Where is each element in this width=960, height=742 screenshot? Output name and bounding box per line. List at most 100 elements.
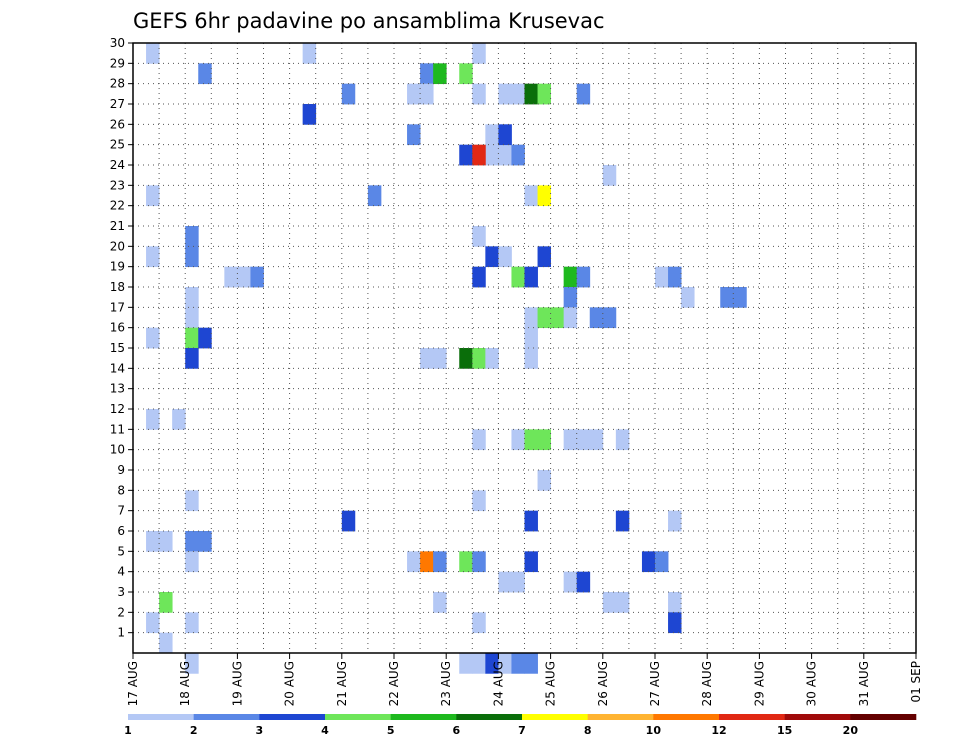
precip-cell <box>524 327 538 349</box>
y-tick-label: 1 <box>117 626 125 640</box>
precip-cell <box>185 226 199 247</box>
precip-cell <box>681 287 695 308</box>
precip-cell <box>576 429 591 451</box>
precip-cell <box>472 266 486 288</box>
y-tick-label: 4 <box>117 565 125 579</box>
precip-cell <box>367 185 382 207</box>
colorbar-label: 15 <box>777 724 792 737</box>
precip-cell <box>237 266 251 288</box>
precip-cell <box>185 348 199 369</box>
precip-cell <box>433 551 447 573</box>
precip-cell <box>563 266 578 288</box>
colorbar-swatch <box>653 714 720 720</box>
precip-cell <box>459 653 473 674</box>
x-tick-label: 23 AUG <box>439 661 453 706</box>
precip-cell <box>733 287 747 308</box>
precip-cell <box>498 653 512 674</box>
precip-cell <box>524 510 538 532</box>
y-tick-label: 22 <box>110 199 125 213</box>
x-tick-label: 26 AUG <box>596 661 610 706</box>
precip-cell <box>185 490 199 512</box>
colorbar-label: 3 <box>256 724 264 737</box>
precip-cell <box>433 592 447 613</box>
precip-cell <box>302 43 317 64</box>
colorbar-label: 5 <box>387 724 395 737</box>
y-tick-label: 19 <box>110 260 125 274</box>
precip-cell <box>589 307 604 329</box>
precip-cell <box>511 83 525 105</box>
precip-cell <box>576 266 591 288</box>
colorbar-swatch <box>587 714 654 720</box>
precip-cell <box>224 266 238 288</box>
x-tick-label: 22 AUG <box>387 661 401 706</box>
precip-cell <box>159 531 173 552</box>
precip-cell <box>498 571 512 593</box>
precip-cell <box>341 83 356 105</box>
precip-cell <box>498 246 512 268</box>
precip-cell <box>511 144 525 166</box>
y-tick-label: 28 <box>110 77 125 91</box>
y-tick-label: 21 <box>110 219 125 233</box>
y-tick-label: 30 <box>110 36 125 50</box>
precip-cell <box>198 327 212 349</box>
colorbar-swatch <box>456 714 523 720</box>
x-tick-label: 18 AUG <box>178 661 192 706</box>
precip-cell <box>407 551 421 573</box>
x-tick-label: 25 AUG <box>544 661 558 706</box>
precip-cell <box>146 409 160 430</box>
colorbar-swatch <box>719 714 785 720</box>
precip-cell <box>472 83 486 105</box>
precip-cell <box>420 63 434 85</box>
precip-cell <box>524 266 538 288</box>
precip-cell <box>524 429 538 451</box>
precip-cell <box>146 246 160 268</box>
y-tick-label: 6 <box>117 524 125 538</box>
x-tick-label: 01 SEP <box>909 661 923 703</box>
precip-cell <box>485 144 499 166</box>
precip-cell <box>524 185 538 207</box>
y-tick-label: 20 <box>110 239 125 253</box>
precip-cell <box>485 653 499 674</box>
precip-cell <box>250 266 264 288</box>
colorbar-label: 8 <box>584 724 592 737</box>
precip-cell <box>420 348 434 369</box>
precip-cell <box>537 83 551 105</box>
precip-cell <box>433 63 447 85</box>
precip-cell <box>185 612 199 634</box>
precip-cell <box>498 144 512 166</box>
precip-cell <box>655 266 669 288</box>
y-tick-label: 16 <box>110 321 125 335</box>
y-tick-label: 13 <box>110 382 125 396</box>
precip-cell <box>524 348 538 369</box>
colorbar-swatch <box>850 714 917 720</box>
precip-cell <box>185 246 199 268</box>
colorbar-swatch <box>259 714 326 720</box>
colorbar-label: 10 <box>646 724 662 737</box>
precip-cell <box>537 185 551 207</box>
y-tick-label: 17 <box>110 300 125 314</box>
precip-cell <box>159 592 173 613</box>
colorbar-swatch <box>193 714 260 720</box>
precip-cell <box>537 470 551 491</box>
precip-cell <box>485 124 499 146</box>
precip-cell <box>459 144 473 166</box>
precip-cell <box>198 531 212 552</box>
precip-cell <box>668 592 682 613</box>
precip-cell <box>472 612 486 634</box>
y-tick-label: 24 <box>110 158 125 172</box>
precip-cell <box>185 287 199 308</box>
y-tick-label: 29 <box>110 56 125 70</box>
precip-cell <box>602 165 617 186</box>
precip-cell <box>420 83 434 105</box>
y-tick-label: 12 <box>110 402 125 416</box>
precip-cell <box>668 612 682 634</box>
precip-cell <box>172 409 186 430</box>
x-tick-label: 28 AUG <box>700 661 714 706</box>
precip-cell <box>537 429 551 451</box>
precip-cell <box>485 348 499 369</box>
precip-cell <box>537 307 551 329</box>
colorbar-swatch <box>784 714 851 720</box>
precip-cell <box>524 83 538 105</box>
x-tick-label: 21 AUG <box>335 661 349 706</box>
